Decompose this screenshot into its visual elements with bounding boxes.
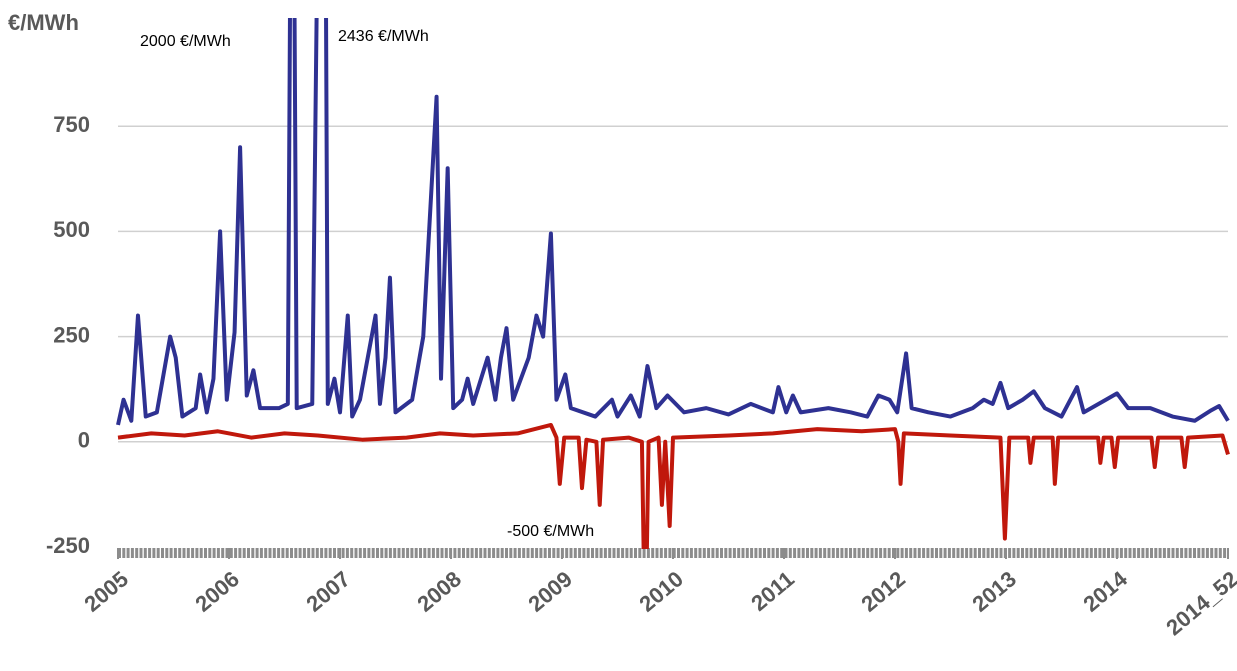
- y-tick-label: -250: [46, 533, 90, 558]
- annotation: 2000 €/MWh: [140, 33, 231, 50]
- x-tick-label: 2013: [967, 566, 1021, 617]
- x-tick-label: 2006: [190, 566, 244, 617]
- line-series: [117, 422, 1230, 549]
- x-tick-label: 2014_52: [1161, 566, 1237, 640]
- line-series: [116, 18, 1230, 426]
- x-tick-label: 2005: [79, 566, 133, 617]
- annotation: -500 €/MWh: [507, 523, 594, 540]
- x-tick-label: 2009: [523, 566, 577, 617]
- x-tick-label: 2011: [746, 566, 799, 616]
- x-tick-label: 2012: [856, 566, 910, 617]
- x-tick-label: 2007: [301, 566, 355, 617]
- y-tick-label: 250: [53, 322, 90, 347]
- y-tick-label: 500: [53, 217, 90, 242]
- y-tick-label: 750: [53, 112, 90, 137]
- annotation: 2436 €/MWh: [338, 28, 429, 45]
- x-tick-label: 2010: [634, 566, 688, 617]
- x-tick-label: 2008: [412, 566, 466, 617]
- y-tick-label: 0: [78, 428, 90, 453]
- x-tick-label: 2014: [1078, 566, 1132, 617]
- y-axis-label: €/MWh: [8, 10, 79, 35]
